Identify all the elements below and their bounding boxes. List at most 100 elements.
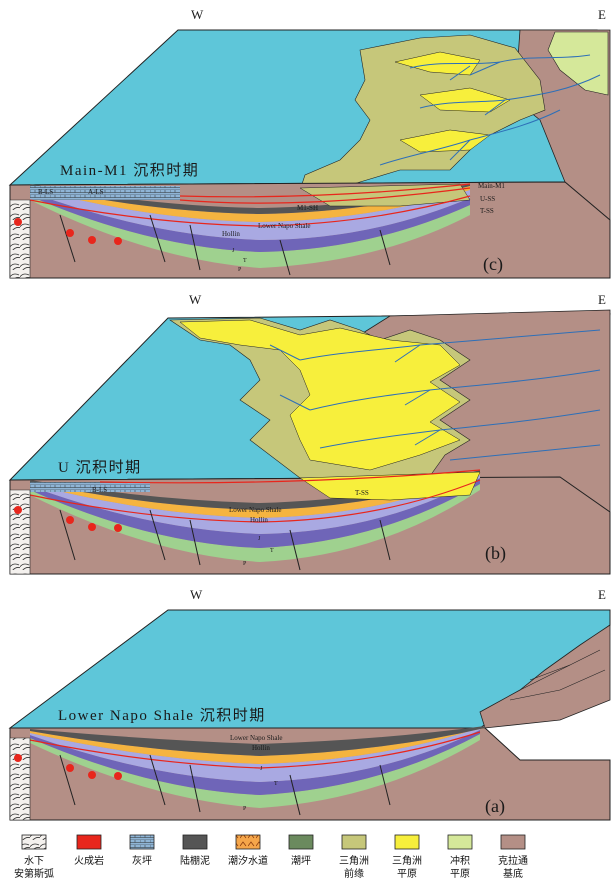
label-t-c: T bbox=[243, 258, 247, 264]
compass-e-b: E bbox=[598, 292, 606, 307]
label-hollin-a: Hollin bbox=[252, 744, 270, 752]
delta-front-c bbox=[299, 34, 546, 191]
legend-label-tidalflat: 潮坪 bbox=[291, 854, 311, 867]
delta-plain-lobe-2-c bbox=[419, 87, 511, 113]
legend-label-arc-2: 安第斯弧 bbox=[14, 867, 54, 880]
faults-b bbox=[59, 509, 391, 571]
channels-b bbox=[269, 329, 601, 461]
legend-label-alluvial-1: 冲积 bbox=[450, 854, 470, 867]
igneous-a bbox=[14, 754, 122, 780]
label-j-a: J bbox=[260, 766, 263, 772]
label-p-b: P bbox=[243, 561, 247, 567]
channels-c bbox=[379, 54, 601, 166]
legend-label-deltaplain-1: 三角洲 bbox=[392, 855, 422, 867]
unconformities-b bbox=[29, 469, 481, 523]
label-lower-napo-c: Lower Napo Shale bbox=[258, 222, 310, 230]
unconformities-c bbox=[29, 183, 471, 227]
legend-label-deltafront-2: 前缘 bbox=[344, 867, 364, 880]
label-main-m1-c: Main-M1 bbox=[478, 182, 505, 190]
andes-arc-b bbox=[9, 489, 31, 575]
limestone-b bbox=[30, 482, 150, 492]
triassic-layer-a bbox=[30, 730, 480, 795]
legend-label-arc-1: 水下 bbox=[24, 855, 44, 867]
delta-plain-b bbox=[179, 319, 461, 471]
limestone-c bbox=[30, 186, 180, 200]
legend-swatch-igneous bbox=[76, 834, 102, 850]
label-j-c: J bbox=[232, 248, 235, 254]
igneous-b bbox=[14, 506, 122, 532]
compass-w-c: W bbox=[191, 7, 204, 22]
legend-label-alluvial-2: 平原 bbox=[450, 868, 470, 880]
panel-title-b: U 沉积时期 bbox=[58, 459, 142, 476]
label-lower-napo-a: Lower Napo Shale bbox=[230, 734, 282, 742]
panel-c-main-m1: W E bbox=[8, 7, 611, 279]
label-j-b: J bbox=[258, 536, 261, 542]
panel-title-c: Main-M1 沉积时期 bbox=[60, 162, 199, 179]
panel-a-lower-napo: W E Lower Napo Shale 沉积时期 Lower Napo Sha… bbox=[8, 587, 611, 821]
legend-label-limestone: 灰坪 bbox=[132, 854, 152, 867]
basement-top-a bbox=[479, 624, 611, 729]
jurassic-layer-c bbox=[30, 188, 470, 240]
label-p-c: P bbox=[238, 267, 242, 273]
legend-label-shelfmud: 陆棚泥 bbox=[180, 854, 210, 867]
label-a-ls-c: A-LS bbox=[88, 188, 104, 196]
panel-b-u: W E U 沉积时期 bbox=[8, 292, 611, 575]
label-t-b: T bbox=[270, 548, 274, 554]
compass-e-c: E bbox=[598, 7, 606, 22]
legend-swatch-tidalflat bbox=[288, 834, 314, 850]
legend-label-deltafront-1: 三角洲 bbox=[339, 855, 369, 867]
faults-c bbox=[59, 214, 391, 276]
jurassic-layer-a bbox=[30, 728, 480, 782]
faults-a bbox=[59, 754, 391, 816]
label-t-ss-b: T-SS bbox=[355, 489, 369, 497]
label-lower-napo-b: Lower Napo Shale bbox=[229, 506, 281, 514]
legend-swatch-craton bbox=[500, 834, 526, 850]
legend-swatch-deltafront bbox=[341, 834, 367, 850]
legend: 水下 安第斯弧 火成岩 灰坪 陆棚泥 潮汐水道 潮坪 三角洲 前缘 三角洲 平原… bbox=[14, 834, 528, 880]
label-b-ls-c: B-LS bbox=[38, 188, 53, 196]
legend-label-craton-1: 克拉通 bbox=[498, 854, 528, 867]
label-hollin-c: Hollin bbox=[222, 230, 240, 238]
hollin-layer-b bbox=[30, 472, 480, 518]
permian-layer-b bbox=[30, 484, 480, 562]
triassic-layer-c bbox=[30, 192, 470, 252]
basement-relief-a bbox=[509, 649, 606, 701]
compass-w-b: W bbox=[189, 292, 202, 307]
legend-label-tidal: 潮汐水道 bbox=[228, 854, 268, 867]
compass-e-a: E bbox=[598, 587, 606, 602]
panel-letter-b: (b) bbox=[485, 543, 506, 564]
triassic-layer-b bbox=[30, 478, 480, 548]
label-b-ls-b: B-LS bbox=[92, 486, 107, 494]
hollin-layer-a bbox=[30, 728, 485, 764]
legend-swatch-shelfmud bbox=[182, 834, 208, 850]
label-m1-sh-c: M1-SH bbox=[297, 204, 318, 212]
legend-swatch-tidal bbox=[235, 834, 261, 850]
legend-swatch-arc bbox=[21, 834, 47, 850]
hollin-layer-c bbox=[30, 186, 470, 222]
jurassic-layer-b bbox=[30, 475, 480, 534]
label-t-ss-c: T-SS bbox=[480, 207, 494, 215]
delta-plain-lobe-3-c bbox=[399, 129, 491, 153]
unconformities-a bbox=[29, 731, 481, 769]
andes-arc-a bbox=[9, 737, 31, 821]
igneous-c bbox=[14, 218, 122, 245]
legend-swatch-alluvial bbox=[447, 834, 473, 850]
panel-letter-a: (a) bbox=[485, 796, 505, 817]
andes-arc-c bbox=[9, 199, 31, 279]
compass-w-a: W bbox=[190, 587, 203, 602]
panel-letter-c: (c) bbox=[483, 254, 503, 275]
legend-label-craton-2: 基底 bbox=[503, 867, 523, 880]
legend-swatch-limestone bbox=[129, 834, 155, 850]
shelf-mud-layer-c bbox=[30, 184, 470, 214]
legend-label-deltaplain-2: 平原 bbox=[397, 868, 417, 880]
permian-layer-c bbox=[30, 196, 470, 268]
shelf-mud-layer-b bbox=[30, 470, 480, 510]
label-u-ss-c: U-SS bbox=[480, 195, 495, 203]
label-t-a: T bbox=[274, 781, 278, 787]
legend-label-igneous: 火成岩 bbox=[74, 854, 104, 867]
legend-swatch-deltaplain bbox=[394, 834, 420, 850]
panel-title-a: Lower Napo Shale 沉积时期 bbox=[58, 707, 266, 724]
label-hollin-b: Hollin bbox=[250, 516, 268, 524]
